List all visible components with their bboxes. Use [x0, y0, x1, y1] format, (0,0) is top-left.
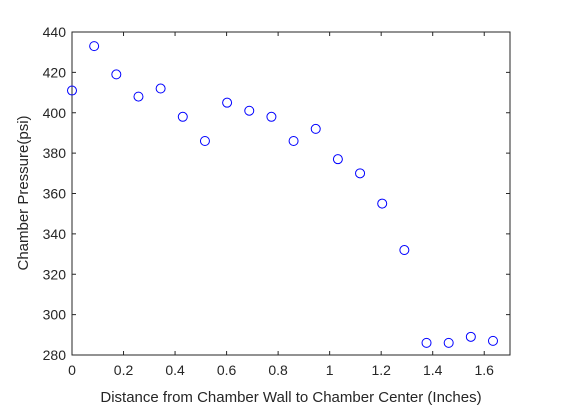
data-point — [355, 168, 366, 179]
data-point — [177, 111, 188, 122]
data-point — [332, 154, 343, 165]
data-point — [465, 331, 476, 342]
y-tick-label: 280 — [43, 347, 67, 363]
y-tick-label: 300 — [43, 307, 67, 323]
y-axis-label: Chamber Pressure(psi) — [15, 115, 32, 270]
y-tick-label: 440 — [43, 24, 67, 40]
y-tick-label: 380 — [43, 145, 67, 161]
x-tick-label: 1.4 — [423, 362, 443, 378]
plot-area-box — [71, 31, 511, 356]
plot-frame — [71, 31, 511, 356]
data-point — [377, 198, 388, 209]
y-tick-label: 360 — [43, 186, 67, 202]
y-tick-label: 420 — [43, 64, 67, 80]
y-tick-label: 320 — [43, 266, 67, 282]
data-point — [67, 85, 77, 96]
x-axis-label: Distance from Chamber Wall to Chamber Ce… — [100, 389, 481, 406]
data-point — [399, 245, 410, 256]
data-point — [443, 337, 454, 348]
data-point — [487, 335, 498, 346]
data-point — [89, 41, 100, 52]
x-axis-ticks: 0 0.2 0.4 0.6 0.8 1 1.2 1.4 1.6 — [68, 32, 494, 378]
x-tick-label: 0.2 — [114, 362, 134, 378]
data-point — [111, 69, 122, 80]
y-tick-label: 340 — [43, 226, 67, 242]
data-point — [133, 91, 144, 102]
x-tick-label: 0.6 — [217, 362, 237, 378]
data-point — [421, 337, 432, 348]
x-tick-label: 1.2 — [371, 362, 391, 378]
x-tick-label: 0.4 — [165, 362, 185, 378]
y-tick-label: 400 — [43, 105, 67, 121]
data-point — [266, 111, 277, 122]
x-tick-label: 0.8 — [268, 362, 288, 378]
x-tick-label: 1 — [326, 362, 334, 378]
data-point — [310, 123, 321, 134]
data-point — [155, 83, 166, 94]
data-points — [67, 41, 498, 348]
x-tick-label: 0 — [68, 362, 76, 378]
data-point — [288, 136, 299, 147]
y-axis-ticks: 280 300 320 340 360 380 400 420 440 — [43, 24, 510, 363]
data-point — [199, 136, 210, 147]
data-point — [244, 105, 255, 116]
data-point — [222, 97, 233, 108]
x-tick-label: 1.6 — [475, 362, 495, 378]
